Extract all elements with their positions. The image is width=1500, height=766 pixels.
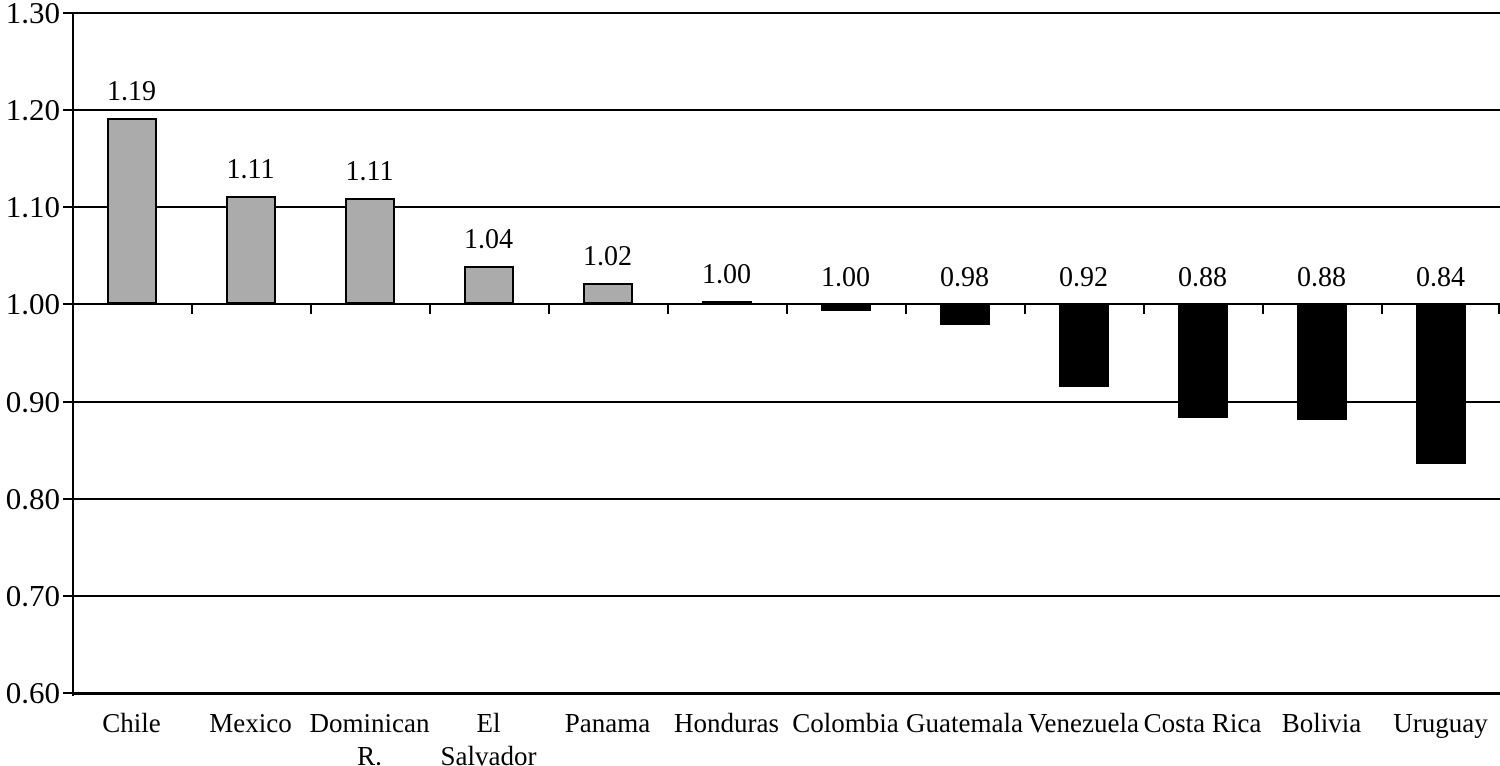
y-axis-label: 0.60 — [5, 675, 60, 710]
x-axis-category-label: Dominican R. — [309, 708, 430, 766]
bar-value-label: 1.00 — [702, 258, 751, 290]
gridline-0.80 — [72, 497, 1500, 500]
gridline-0.60 — [72, 692, 1500, 695]
gridline-0.70 — [72, 594, 1500, 597]
gridline-1.10 — [72, 206, 1500, 209]
x-axis-category-label: Colombia — [792, 708, 899, 738]
bar-value-label: 0.98 — [940, 262, 989, 294]
y-axis-label: 0.70 — [5, 577, 60, 613]
baseline-tick — [1143, 305, 1145, 315]
bar-chile — [106, 117, 157, 305]
bar-costa-rica — [1177, 304, 1228, 419]
bar-uruguay — [1415, 304, 1466, 464]
baseline-tick — [905, 305, 907, 315]
baseline-tick — [429, 305, 431, 315]
baseline-tick — [667, 305, 669, 315]
bar-value-label: 1.00 — [821, 262, 870, 294]
baseline-tick — [786, 305, 788, 315]
y-axis-tick — [63, 497, 72, 500]
gridline-1.00 — [72, 303, 1500, 306]
gridline-1.30 — [72, 12, 1500, 14]
bar-honduras — [701, 300, 752, 305]
bar-value-label: 1.11 — [226, 153, 275, 185]
bar-value-label: 1.04 — [464, 223, 513, 255]
x-axis-category-label: Guatemala — [906, 708, 1023, 738]
y-axis-tick — [63, 303, 72, 306]
gridline-0.90 — [72, 400, 1500, 403]
baseline-tick — [1381, 305, 1383, 315]
bar-value-label: 1.11 — [345, 155, 394, 187]
bar-mexico — [225, 195, 276, 305]
y-axis-tick — [63, 400, 72, 403]
y-axis-label: 1.10 — [5, 189, 60, 225]
y-axis-tick — [63, 206, 72, 209]
bar-dominican-r. — [344, 197, 395, 305]
baseline-tick — [1262, 305, 1264, 315]
bar-value-label: 0.92 — [1059, 262, 1108, 294]
bar-value-label: 1.19 — [107, 75, 156, 107]
x-axis-category-label: Mexico — [209, 708, 292, 738]
bar-el-salvador — [463, 265, 514, 305]
x-axis-category-label: Venezuela — [1028, 708, 1139, 738]
baseline-tick — [1024, 305, 1026, 315]
y-axis-label: 1.30 — [5, 0, 60, 30]
x-axis-category-label: Chile — [102, 708, 161, 738]
bar-panama — [582, 283, 633, 305]
y-axis-tick — [63, 109, 72, 112]
bar-bolivia — [1296, 304, 1347, 421]
x-axis-category-label: Costa Rica — [1143, 708, 1262, 738]
baseline-tick — [310, 305, 312, 315]
baseline-tick — [548, 305, 550, 315]
gridline-1.20 — [72, 109, 1500, 112]
bar-colombia — [820, 304, 871, 312]
x-axis-category-label: El Salvador — [440, 708, 537, 766]
bar-value-label: 1.02 — [583, 241, 632, 273]
x-axis-category-label: Honduras — [674, 708, 779, 738]
y-axis-tick — [63, 692, 72, 694]
bar-value-label: 0.84 — [1416, 262, 1465, 294]
y-axis-label: 1.20 — [5, 92, 60, 128]
bar-value-label: 0.88 — [1297, 262, 1346, 294]
bar-guatemala — [939, 304, 990, 325]
y-axis-tick — [63, 12, 72, 14]
y-axis-label: 0.80 — [5, 480, 60, 516]
y-axis-line — [72, 13, 74, 696]
x-axis-category-label: Uruguay — [1393, 708, 1488, 738]
y-axis-label: 1.00 — [5, 286, 60, 322]
x-axis-category-label: Bolivia — [1281, 708, 1362, 738]
y-axis-label: 0.90 — [5, 383, 60, 419]
baseline-tick — [191, 305, 193, 315]
bar-value-label: 0.88 — [1178, 262, 1227, 294]
bar-venezuela — [1058, 304, 1109, 387]
x-axis-category-label: Panama — [564, 708, 651, 738]
y-axis-tick — [63, 594, 72, 597]
baseline-tick — [1498, 305, 1500, 315]
